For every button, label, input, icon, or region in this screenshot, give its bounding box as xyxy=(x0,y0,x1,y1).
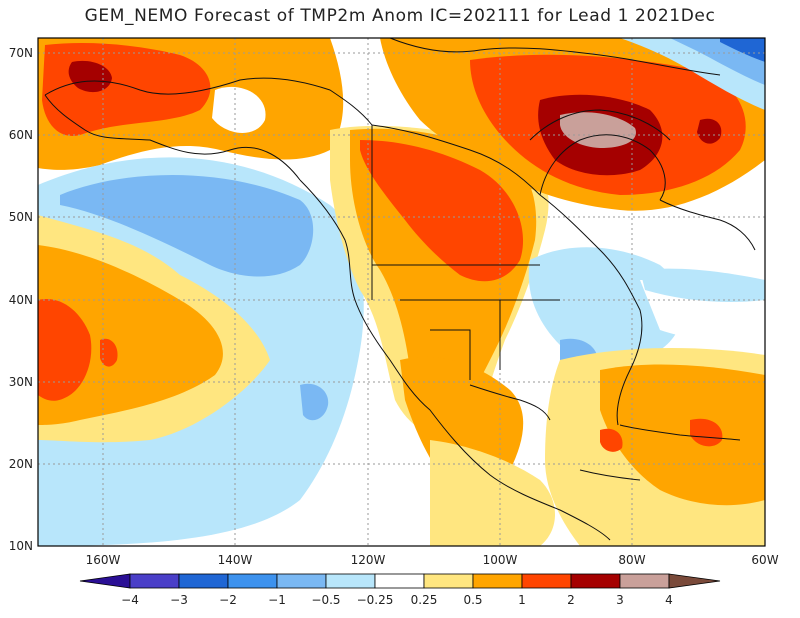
lat-label-40n: 40N xyxy=(9,293,33,307)
colorbar-segment xyxy=(423,573,474,589)
lon-label-100w: 100W xyxy=(483,553,518,567)
colorbar-tick: −2 xyxy=(219,593,237,607)
colorbar-left-arrow xyxy=(79,573,131,589)
colorbar-tick: −4 xyxy=(121,593,139,607)
colorbar: −4 −3 −2 −1 −0.5 −0.25 0.25 0.5 1 2 3 4 xyxy=(79,573,721,607)
colorbar-tick: 4 xyxy=(665,593,673,607)
region-central-america-yellow xyxy=(430,440,555,546)
lat-label-30n: 30N xyxy=(9,375,33,389)
latitude-axis: 70N 60N 50N 40N 30N 20N 10N xyxy=(9,46,33,553)
lon-label-60w: 60W xyxy=(751,553,778,567)
colorbar-right-arrow xyxy=(668,573,721,589)
region-alaska-darkred xyxy=(68,60,112,93)
colorbar-segment xyxy=(325,573,376,589)
lon-label-160w: 160W xyxy=(86,553,121,567)
region-yukon-white xyxy=(212,86,266,133)
coastlines xyxy=(44,37,756,541)
lon-label-120w: 120W xyxy=(351,553,386,567)
colorbar-tick: 1 xyxy=(518,593,526,607)
region-caribbean-redorange xyxy=(690,418,723,447)
region-pacific-blue xyxy=(60,175,314,277)
colorbar-tick: −0.5 xyxy=(311,593,340,607)
map-title: GEM_NEMO Forecast of TMP2m Anom IC=20211… xyxy=(84,6,716,26)
region-atlantic-lightblue xyxy=(640,268,765,302)
colorbar-tick: 0.25 xyxy=(411,593,438,607)
lon-label-80w: 80W xyxy=(618,553,645,567)
lat-label-60n: 60N xyxy=(9,128,33,142)
plot-border xyxy=(37,37,766,547)
colorbar-segment xyxy=(227,573,278,589)
lon-label-140w: 140W xyxy=(218,553,253,567)
colorbar-segment xyxy=(570,573,621,589)
colorbar-tick: 0.5 xyxy=(463,593,482,607)
colorbar-tick: −3 xyxy=(170,593,188,607)
region-quebec-pink xyxy=(560,112,636,148)
colorbar-segment xyxy=(619,573,670,589)
lat-label-20n: 20N xyxy=(9,457,33,471)
colorbar-segment xyxy=(374,573,425,589)
colorbar-segment xyxy=(472,573,523,589)
colorbar-segment xyxy=(178,573,229,589)
colorbar-tick: 2 xyxy=(567,593,575,607)
colorbar-segment xyxy=(521,573,572,589)
lat-label-50n: 50N xyxy=(9,210,33,224)
colorbar-segment xyxy=(129,573,180,589)
region-east-pacific-orange xyxy=(38,245,223,425)
region-pacific-blue-2 xyxy=(300,383,329,421)
region-plains-redorange xyxy=(360,140,524,282)
region-arctic-darkblue xyxy=(720,38,765,62)
longitude-axis: 160W 140W 120W 100W 80W 60W xyxy=(86,553,779,567)
region-east-pacific-red xyxy=(38,299,92,401)
lat-label-10n: 10N xyxy=(9,539,33,553)
colorbar-segment xyxy=(276,573,327,589)
region-labrador-darkred xyxy=(697,118,722,144)
colorbar-tick: −1 xyxy=(268,593,286,607)
graticule xyxy=(38,38,765,546)
region-east-pacific-red-2 xyxy=(100,338,118,367)
anomaly-field xyxy=(38,38,765,546)
colorbar-tick: −0.25 xyxy=(357,593,394,607)
region-caribbean-redorange-2 xyxy=(600,428,623,452)
colorbar-tick: 3 xyxy=(616,593,624,607)
lat-label-70n: 70N xyxy=(9,46,33,60)
